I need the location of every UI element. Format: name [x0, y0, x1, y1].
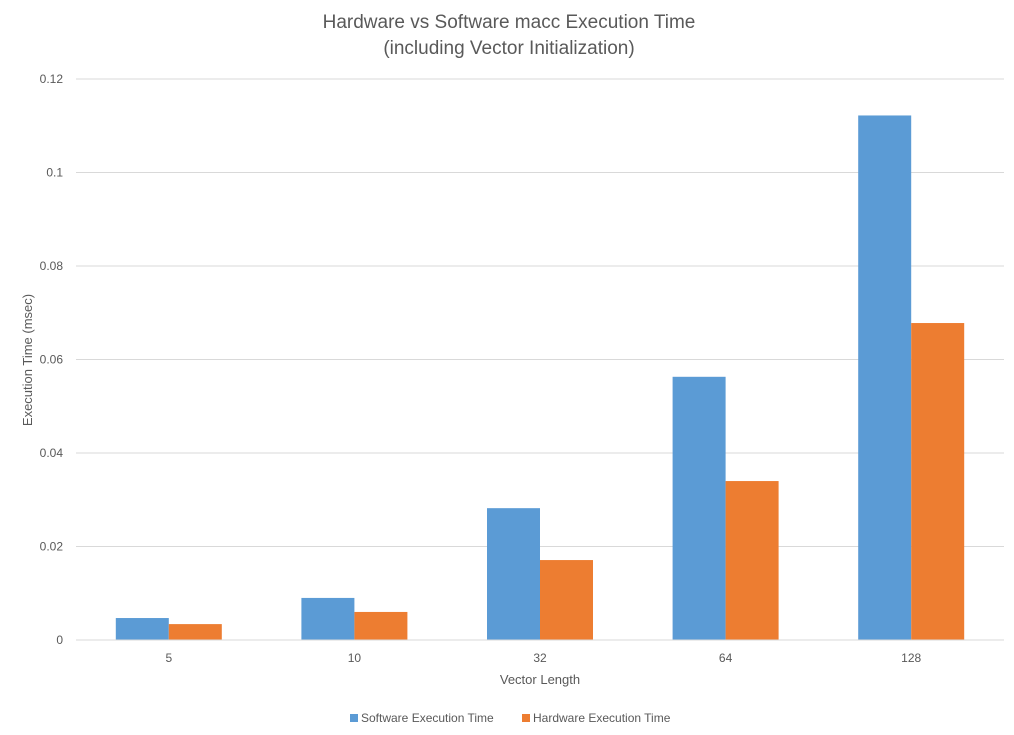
x-tick-label: 64	[719, 651, 733, 665]
y-tick-label: 0.06	[40, 353, 64, 367]
x-axis-tick-labels: 5 10 32 64 128	[165, 651, 921, 665]
legend: Software Execution Time Hardware Executio…	[350, 711, 671, 725]
bar-hardware-128	[911, 323, 965, 640]
y-tick-label: 0.08	[40, 259, 64, 273]
chart-title-group: Hardware vs Software macc Execution Time…	[323, 12, 696, 59]
bar-software-64	[672, 376, 726, 640]
y-tick-label: 0.04	[40, 446, 64, 460]
bar-software-128	[858, 115, 912, 641]
y-axis-tick-labels: 0 0.02 0.04 0.06 0.08 0.1 0.12	[40, 72, 64, 647]
x-tick-label: 32	[533, 651, 547, 665]
legend-swatch	[522, 714, 530, 722]
legend-label: Hardware Execution Time	[533, 711, 671, 725]
y-tick-label: 0.12	[40, 72, 64, 86]
x-axis-title: Vector Length	[500, 672, 580, 687]
y-tick-label: 0.1	[46, 166, 63, 180]
bar-software-5	[115, 618, 169, 640]
x-tick-label: 128	[901, 651, 921, 665]
x-tick-label: 10	[348, 651, 362, 665]
bar-software-32	[487, 508, 540, 640]
legend-swatch	[350, 714, 358, 722]
legend-label: Software Execution Time	[361, 711, 494, 725]
gridlines	[76, 78, 1004, 547]
y-axis-title: Execution Time (msec)	[20, 294, 35, 426]
y-tick-label: 0	[56, 633, 63, 647]
bar-hardware-5	[168, 624, 222, 640]
chart-subtitle: (including Vector Initialization)	[383, 38, 634, 59]
bars	[115, 115, 965, 641]
y-tick-label: 0.02	[40, 540, 64, 554]
bar-hardware-10	[354, 611, 408, 640]
bar-hardware-64	[725, 481, 779, 640]
bar-software-10	[301, 597, 355, 640]
chart-title: Hardware vs Software macc Execution Time	[323, 12, 696, 33]
x-tick-label: 5	[165, 651, 172, 665]
bar-hardware-32	[540, 560, 593, 640]
